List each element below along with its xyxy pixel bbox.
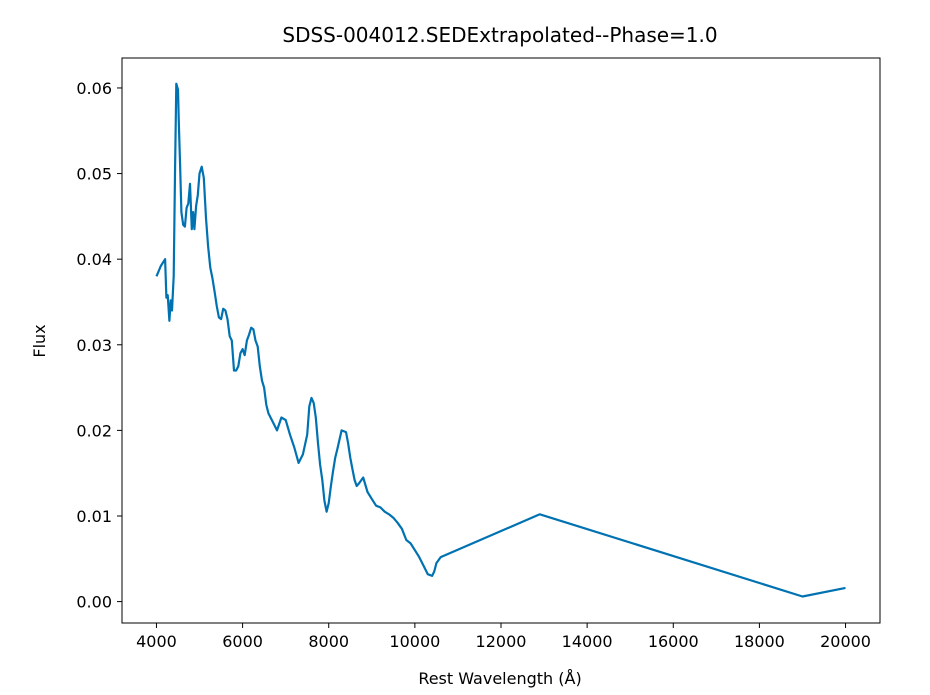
x-tick-label: 20000 — [820, 632, 871, 651]
plot-frame — [121, 57, 881, 624]
y-tick-label: 0.01 — [76, 507, 112, 526]
plot-area — [155, 82, 846, 598]
chart-title: SDSS-004012.SEDExtrapolated--Phase=1.0 — [282, 23, 717, 47]
y-tick-label: 0.06 — [76, 79, 112, 98]
x-axis-label: Rest Wavelength (Å) — [418, 669, 581, 688]
series-line-0 — [155, 82, 846, 598]
y-tick-label: 0.03 — [76, 336, 112, 355]
y-tick-label: 0.05 — [76, 165, 112, 184]
y-tick-label: 0.00 — [76, 593, 112, 612]
x-tick-label: 6000 — [222, 632, 263, 651]
x-tick-label: 12000 — [476, 632, 527, 651]
x-tick-label: 14000 — [562, 632, 613, 651]
y-axis: 0.00 0.01 0.02 0.03 0.04 0.05 0.06 — [76, 79, 122, 612]
x-axis: 4000 6000 8000 10000 12000 14000 16000 18000 200… — [136, 623, 871, 651]
y-tick-label: 0.02 — [76, 421, 112, 440]
y-tick-label: 0.04 — [76, 250, 112, 269]
x-tick-label: 8000 — [308, 632, 349, 651]
x-tick-label: 4000 — [136, 632, 177, 651]
x-tick-label: 10000 — [389, 632, 440, 651]
x-tick-label: 16000 — [648, 632, 699, 651]
x-tick-label: 18000 — [734, 632, 785, 651]
y-axis-label: Flux — [30, 324, 49, 357]
